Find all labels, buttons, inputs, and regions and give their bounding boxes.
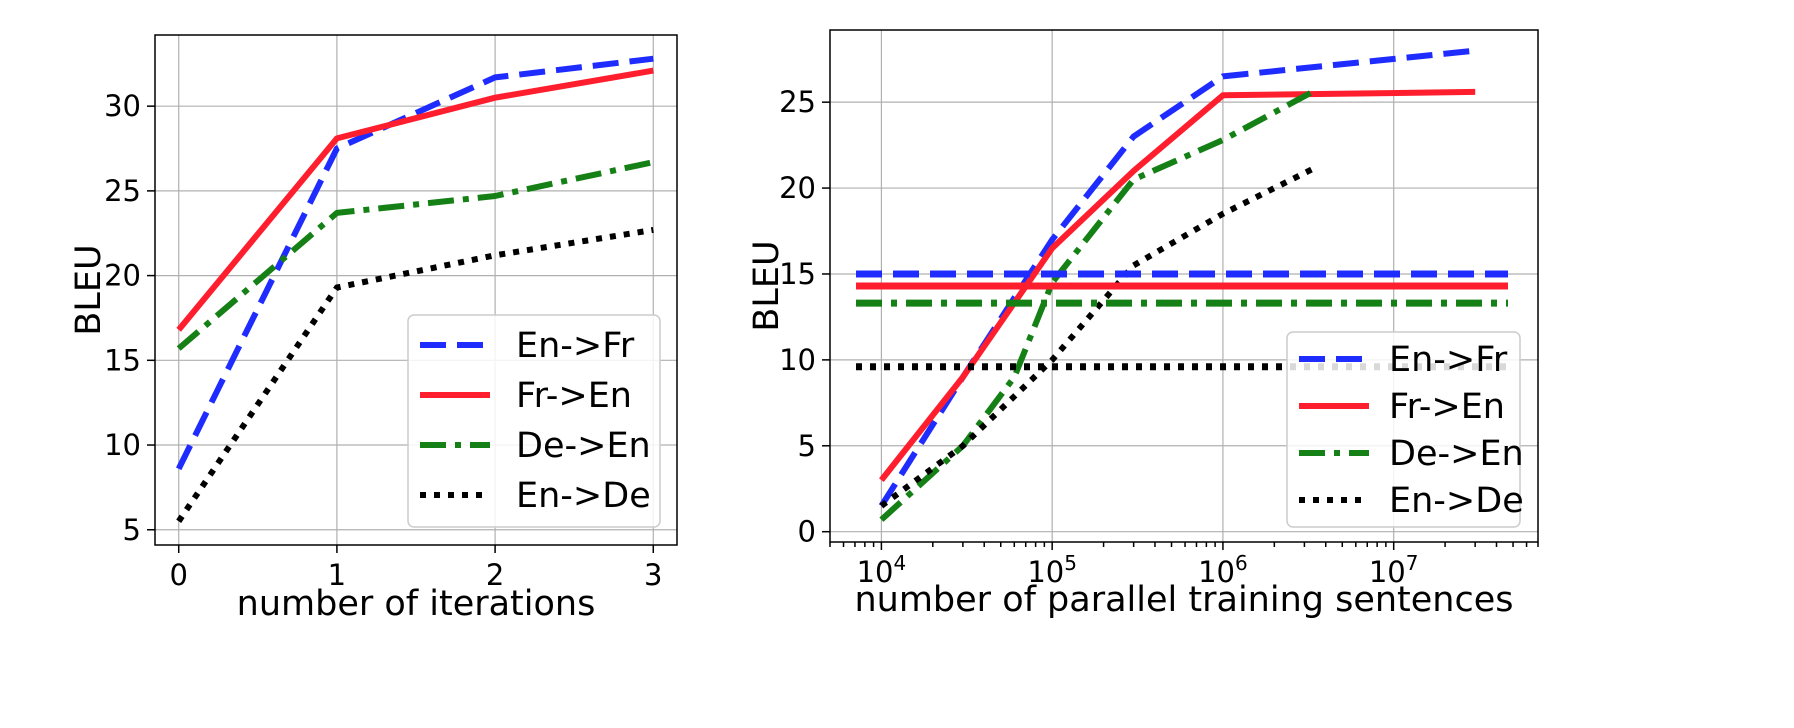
series-line-en-de (879, 164, 1318, 509)
x-tick-label: 2 (486, 558, 504, 592)
legend-label-en-fr: En->Fr (1389, 340, 1508, 380)
legend-label-fr-en: Fr->En (516, 376, 632, 416)
legend-box (1286, 331, 1521, 528)
y-tick-label: 10 (779, 343, 816, 377)
x-tick-label: 105 (1027, 551, 1077, 589)
legend-label-fr-en: Fr->En (1389, 387, 1505, 427)
x-tick-label: 107 (1369, 551, 1419, 589)
y-tick-label: 25 (779, 85, 816, 119)
x-axis-label: number of parallel training sentences (854, 580, 1513, 620)
iterations-chart: 5 10 15 20 25 30 0 1 2 3 number of iterations BLEU E… (69, 34, 678, 624)
series-group (856, 47, 1508, 522)
legend-label-en-fr: En->Fr (516, 326, 635, 366)
legend-label-en-de: En->De (1389, 481, 1524, 521)
y-tick-label: 25 (104, 174, 141, 208)
y-tick-label: 20 (104, 259, 141, 293)
y-tick-label: 5 (123, 513, 141, 547)
legend-label-de-en: De->En (516, 426, 651, 466)
x-tick-label: 106 (1198, 551, 1248, 589)
y-tick-label: 15 (104, 343, 141, 377)
legend-box (407, 314, 661, 528)
y-tick-label: 20 (779, 171, 816, 205)
plot-frame (154, 34, 678, 546)
legend-label-de-en: De->En (1389, 434, 1524, 474)
y-tick-label: 15 (779, 257, 816, 291)
x-tick-label: 104 (857, 551, 907, 589)
x-tick-label: 3 (644, 558, 662, 592)
legend-label-en-de: En->De (516, 476, 651, 516)
x-tick-label: 0 (170, 558, 188, 592)
x-axis-label: number of iterations (237, 584, 596, 624)
series-group (176, 55, 654, 523)
x-tick-label: 1 (328, 558, 346, 592)
series-line-en-fr (176, 55, 654, 471)
legend: En->Fr Fr->En De->En En->De (1286, 331, 1524, 528)
y-tick-label: 30 (104, 89, 141, 123)
series-line-en-de (176, 226, 654, 523)
series-line-fr-en (879, 88, 1476, 482)
y-axis-label: BLEU (69, 244, 109, 335)
series-line-de-en (176, 159, 654, 351)
legend: En->Fr Fr->En De->En En->De (407, 314, 661, 528)
series-line-fr-en (176, 67, 654, 332)
plot-frame (829, 29, 1539, 543)
y-tick-label: 10 (104, 428, 141, 462)
y-tick-label: 5 (798, 429, 816, 463)
y-axis-label: BLEU (747, 240, 787, 331)
y-tick-label: 0 (798, 515, 816, 549)
